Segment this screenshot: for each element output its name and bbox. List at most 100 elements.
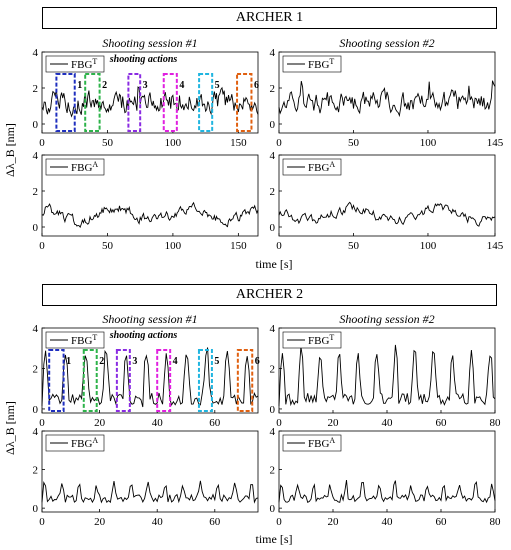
- y-tick-label: 0: [33, 404, 39, 416]
- shooting-action-number: 1: [77, 80, 82, 91]
- shooting-action-box: [236, 73, 253, 132]
- shooting-action-box: [162, 73, 178, 132]
- shooting-action-number: 6: [255, 356, 260, 367]
- x-tick-label: 0: [276, 240, 282, 252]
- series-line-fbg-t: [278, 344, 496, 407]
- series-line-fbg-t: [278, 80, 496, 118]
- x-tick-label: 145: [487, 240, 504, 252]
- y-tick-label: 0: [270, 503, 276, 515]
- shooting-action-box: [127, 73, 142, 132]
- legend-box: [45, 434, 105, 452]
- x-tick-label: 0: [276, 137, 282, 149]
- shooting-action-box: [48, 349, 65, 412]
- x-tick-label: 20: [94, 417, 106, 429]
- panel-1-1-top: FBGT: [278, 327, 496, 414]
- x-tick-label: 50: [102, 137, 114, 149]
- y-tick-label: 0: [270, 119, 276, 131]
- shooting-action-box: [55, 73, 76, 132]
- shooting-action-box: [236, 349, 254, 412]
- y-tick-label: 4: [270, 426, 276, 438]
- actions-label: shooting actions: [109, 54, 178, 65]
- series-line-fbg-a: [278, 201, 496, 227]
- x-tick-label: 0: [39, 240, 45, 252]
- y-tick-label: 2: [270, 363, 276, 375]
- y-tick-label: 0: [33, 222, 39, 234]
- shooting-action-box: [115, 349, 131, 412]
- session-title: Shooting session #2: [339, 312, 434, 326]
- shooting-action-number: 3: [132, 356, 137, 367]
- session-title: Shooting session #1: [102, 36, 197, 50]
- x-tick-label: 0: [276, 417, 282, 429]
- y-tick-label: 4: [33, 150, 39, 162]
- series-line-fbg-t: [41, 347, 259, 408]
- y-tick-label: 0: [33, 503, 39, 515]
- plot-frame: [41, 51, 259, 134]
- x-tick-label: 100: [165, 137, 182, 149]
- x-tick-label: 40: [152, 516, 164, 528]
- shooting-action-box: [84, 73, 101, 132]
- x-tick-label: 0: [39, 516, 45, 528]
- shooting-action-number: 1: [66, 356, 71, 367]
- session-title: Shooting session #1: [102, 312, 197, 326]
- legend-sup: T: [329, 57, 334, 66]
- session-title: Shooting session #2: [339, 36, 434, 50]
- legend-box: [282, 55, 342, 73]
- legend-box: [282, 331, 342, 349]
- y-tick-label: 0: [270, 404, 276, 416]
- x-tick-label: 50: [102, 240, 114, 252]
- series-line-fbg-a: [41, 201, 259, 228]
- y-tick-label: 4: [33, 47, 39, 59]
- shooting-action-number: 5: [214, 356, 219, 367]
- x-tick-label: 20: [328, 417, 340, 429]
- legend-sup: A: [329, 436, 335, 445]
- legend-box: [45, 55, 105, 73]
- panel-1-1-bot: FBGA: [278, 430, 496, 513]
- x-tick-label: 80: [490, 417, 502, 429]
- legend-box: [45, 331, 105, 349]
- legend-label: FBGT: [71, 57, 97, 71]
- legend-label: FBGT: [308, 333, 334, 347]
- plot-frame: [278, 154, 496, 237]
- y-tick-label: 2: [33, 186, 39, 198]
- archer-1-title: ARCHER 1: [42, 7, 497, 29]
- x-tick-label: 40: [382, 516, 394, 528]
- x-tick-label: 0: [39, 417, 45, 429]
- y-tick-label: 2: [270, 83, 276, 95]
- x-tick-label: 60: [436, 417, 448, 429]
- series-line-fbg-t: [41, 86, 259, 118]
- legend-label: FBGA: [308, 160, 335, 174]
- shooting-action-box: [197, 349, 213, 412]
- shooting-action-number: 4: [179, 80, 184, 91]
- x-tick-label: 20: [328, 516, 340, 528]
- shooting-action-box: [82, 349, 98, 412]
- legend-label: FBGA: [308, 436, 335, 450]
- actions-label: shooting actions: [109, 330, 178, 341]
- legend-label: FBGA: [71, 436, 98, 450]
- x-tick-label: 100: [420, 137, 437, 149]
- plot-frame: [41, 430, 259, 513]
- x-tick-label: 80: [490, 516, 502, 528]
- y-tick-label: 0: [270, 222, 276, 234]
- legend-box: [45, 158, 105, 176]
- shooting-action-number: 2: [99, 356, 104, 367]
- legend-sup: A: [92, 160, 98, 169]
- legend-sup: A: [329, 160, 335, 169]
- shooting-action-number: 5: [215, 80, 220, 91]
- legend-box: [282, 158, 342, 176]
- y-tick-label: 2: [270, 465, 276, 477]
- y-tick-label: 4: [270, 47, 276, 59]
- y-tick-label: 4: [33, 426, 39, 438]
- panel-0-1-bot: FBGA: [278, 154, 496, 237]
- panel-0-1-top: FBGT: [278, 51, 496, 134]
- x-tick-label: 50: [348, 137, 360, 149]
- x-axis-label: time [s]: [256, 532, 293, 546]
- y-axis-label: Δλ_B [nm]: [3, 123, 17, 177]
- x-tick-label: 20: [94, 516, 106, 528]
- legend-box: [282, 434, 342, 452]
- x-tick-label: 100: [165, 240, 182, 252]
- y-tick-label: 4: [33, 323, 39, 335]
- panel-1-0-bot: FBGA: [41, 430, 259, 513]
- x-tick-label: 60: [209, 417, 221, 429]
- shooting-action-box: [198, 73, 214, 132]
- x-tick-label: 145: [487, 137, 504, 149]
